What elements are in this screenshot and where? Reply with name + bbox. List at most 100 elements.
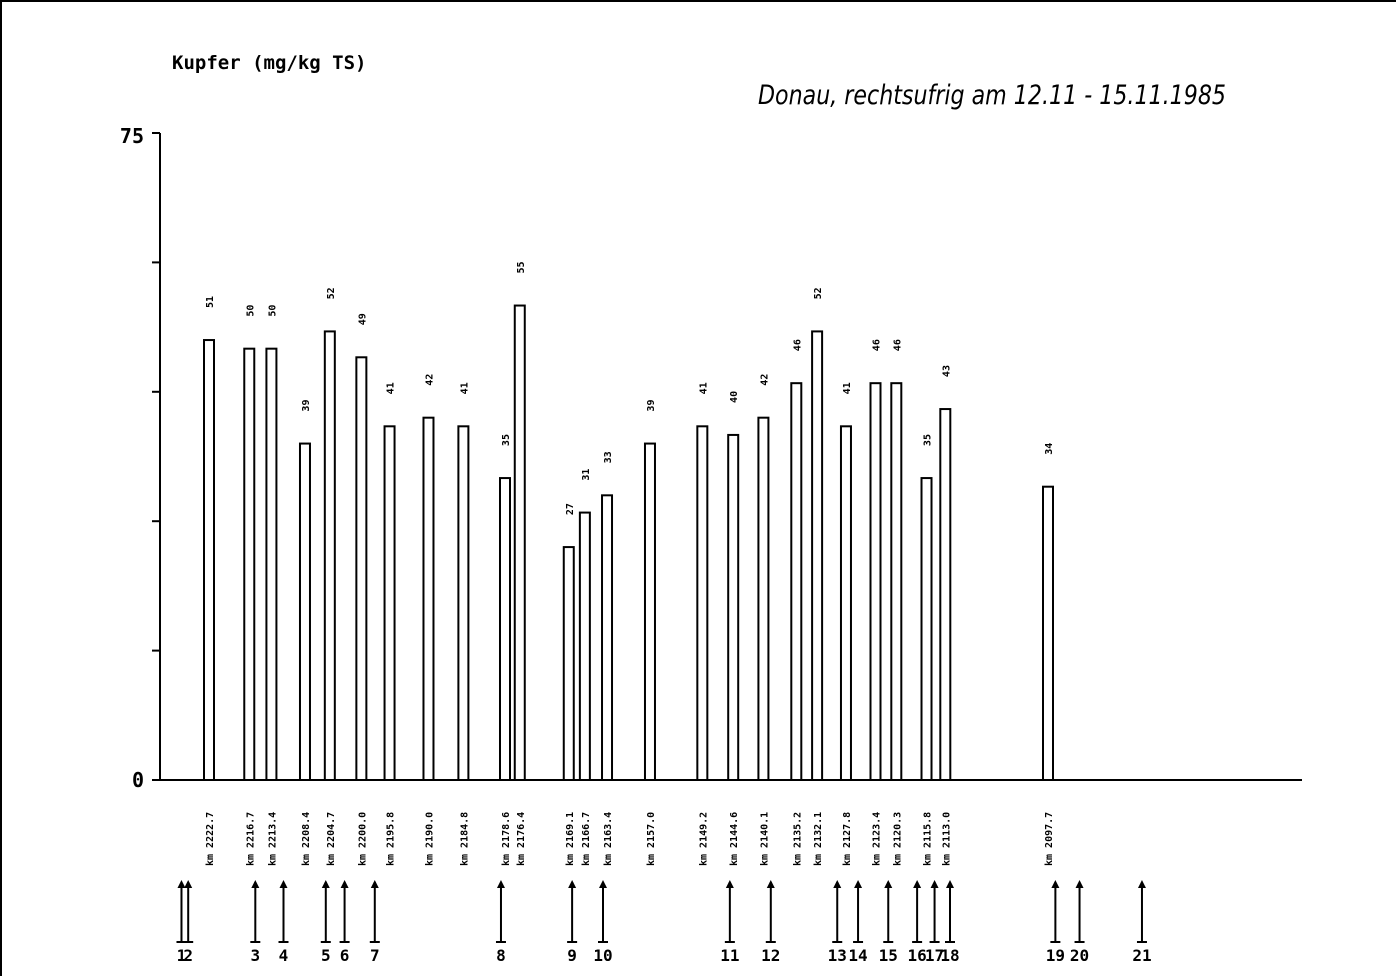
marker-arrowhead bbox=[884, 880, 893, 888]
marker-label: 5 bbox=[321, 946, 331, 965]
bar bbox=[839, 425, 852, 781]
km-label: km 2184.8 bbox=[459, 812, 470, 866]
marker-arrowhead bbox=[854, 880, 863, 888]
marker-label: 3 bbox=[250, 946, 260, 965]
marker-arrowhead bbox=[913, 880, 922, 888]
value-labels: 51 50 50 39 52 49 41 42 41 35 55 27 31 33 39 41 40 42 46 52… bbox=[205, 262, 1055, 516]
km-label: km 2200.0 bbox=[357, 812, 368, 866]
marker-label: 6 bbox=[340, 946, 350, 965]
value-label: 46 bbox=[872, 339, 883, 351]
bar bbox=[643, 442, 656, 781]
km-label: km 2222.7 bbox=[205, 812, 216, 866]
km-label: km 2190.0 bbox=[424, 812, 435, 866]
km-label: km 2144.6 bbox=[729, 812, 740, 866]
bar bbox=[939, 408, 952, 781]
marker-label: 10 bbox=[593, 946, 612, 965]
bar bbox=[323, 330, 336, 781]
value-label: 49 bbox=[357, 313, 368, 325]
marker-label: 11 bbox=[720, 946, 739, 965]
bars bbox=[203, 304, 1054, 782]
marker-label: 13 bbox=[828, 946, 847, 965]
marker-arrowhead bbox=[251, 880, 260, 888]
marker-label: 16 bbox=[907, 946, 926, 965]
bar bbox=[696, 425, 709, 781]
marker-label: 14 bbox=[848, 946, 867, 965]
km-label: km 2120.3 bbox=[892, 812, 903, 866]
km-label: km 2176.4 bbox=[516, 812, 527, 866]
marker-arrowhead bbox=[568, 880, 577, 888]
bar bbox=[890, 382, 903, 781]
value-label: 46 bbox=[792, 339, 803, 351]
km-label: km 2115.8 bbox=[923, 812, 934, 866]
axes: 75 0 bbox=[120, 124, 1302, 792]
value-label: 46 bbox=[892, 339, 903, 351]
marker-arrowhead bbox=[340, 880, 349, 888]
marker-arrowhead bbox=[946, 880, 955, 888]
marker-label: 15 bbox=[879, 946, 898, 965]
marker-arrowhead bbox=[321, 880, 330, 888]
value-label: 33 bbox=[603, 451, 614, 463]
value-label: 50 bbox=[267, 305, 278, 317]
value-label: 41 bbox=[386, 382, 397, 394]
km-labels: km 2222.7 km 2216.7 km 2213.4 km 2208.4 km 2… bbox=[205, 812, 1055, 866]
y-tick-label-max: 75 bbox=[120, 124, 144, 148]
value-label: 50 bbox=[245, 305, 256, 317]
value-label: 39 bbox=[646, 400, 657, 412]
bar bbox=[727, 433, 740, 781]
marker-arrowhead bbox=[766, 880, 775, 888]
marker-arrowhead bbox=[930, 880, 939, 888]
bar bbox=[513, 304, 526, 781]
marker-label: 21 bbox=[1132, 946, 1151, 965]
marker-label: 4 bbox=[279, 946, 289, 965]
value-label: 52 bbox=[813, 287, 824, 299]
marker-arrowhead bbox=[598, 880, 607, 888]
marker-label: 20 bbox=[1070, 946, 1089, 965]
y-tick-label-min: 0 bbox=[132, 768, 144, 792]
value-label: 41 bbox=[698, 382, 709, 394]
marker-arrowhead bbox=[177, 880, 186, 888]
value-label: 41 bbox=[459, 382, 470, 394]
bar bbox=[790, 382, 803, 781]
bar bbox=[920, 477, 933, 781]
value-label: 31 bbox=[581, 469, 592, 481]
marker-label: 12 bbox=[761, 946, 780, 965]
km-label: km 2204.7 bbox=[326, 812, 337, 866]
bar bbox=[457, 425, 470, 781]
marker-label: 9 bbox=[567, 946, 577, 965]
bar bbox=[811, 330, 824, 781]
value-label: 51 bbox=[205, 296, 216, 308]
marker-label: 8 bbox=[496, 946, 506, 965]
km-label: km 2166.7 bbox=[581, 812, 592, 866]
marker-arrowhead bbox=[279, 880, 288, 888]
marker-arrowhead bbox=[1075, 880, 1084, 888]
bar bbox=[243, 347, 256, 781]
km-label: km 2195.8 bbox=[386, 812, 397, 866]
value-label: 42 bbox=[759, 374, 770, 386]
value-label: 41 bbox=[842, 382, 853, 394]
marker-arrowhead bbox=[496, 880, 505, 888]
km-label: km 2163.4 bbox=[603, 812, 614, 866]
marker-label: 2 bbox=[183, 946, 193, 965]
value-label: 39 bbox=[301, 400, 312, 412]
value-label: 35 bbox=[923, 434, 934, 446]
value-label: 43 bbox=[941, 365, 952, 377]
value-label: 35 bbox=[501, 434, 512, 446]
marker-arrowhead bbox=[725, 880, 734, 888]
chart-title: Donau, rechtsufrig am 12.11 - 15.11.1985 bbox=[758, 80, 1227, 111]
km-label: km 2178.6 bbox=[501, 812, 512, 866]
bar bbox=[498, 477, 511, 781]
bar bbox=[578, 511, 591, 781]
km-label: km 2149.2 bbox=[698, 812, 709, 866]
km-label: km 2140.1 bbox=[759, 812, 770, 866]
km-label: km 2113.0 bbox=[941, 812, 952, 866]
marker-arrowhead bbox=[184, 880, 193, 888]
marker-arrowhead bbox=[833, 880, 842, 888]
value-label: 42 bbox=[424, 374, 435, 386]
marker-label: 18 bbox=[940, 946, 959, 965]
value-label: 55 bbox=[516, 262, 527, 274]
bar bbox=[1042, 485, 1054, 781]
value-label: 27 bbox=[565, 503, 576, 515]
